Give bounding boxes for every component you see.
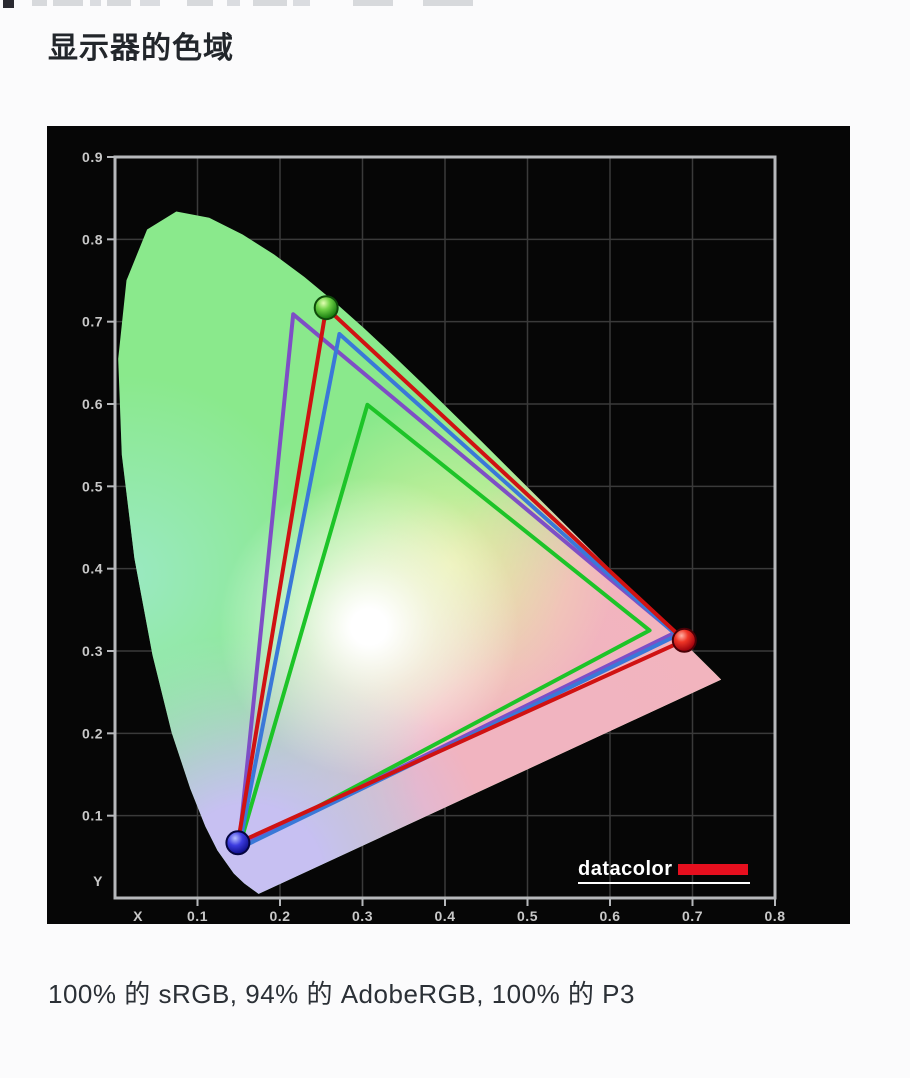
y-tick-label: 0.4: [82, 561, 103, 577]
red-primary-marker: [671, 627, 697, 653]
y-tick-label: 0.3: [82, 643, 103, 659]
x-axis-letter: X: [133, 908, 143, 924]
clipped-text-mark: [53, 0, 83, 6]
x-tick-label: 0.6: [600, 908, 621, 924]
clipped-text-mark: [423, 0, 473, 6]
clipped-text-mark: [107, 0, 131, 6]
datacolor-logo-red-bar: [677, 863, 748, 875]
y-axis-letter: Y: [93, 873, 103, 889]
x-tick-label: 0.4: [435, 908, 456, 924]
plot-border: [113, 155, 777, 900]
clipped-text-mark: [90, 0, 101, 6]
clipped-text-mark: [293, 0, 310, 6]
blue-primary-marker: [225, 830, 251, 856]
cie-diagram-svg: 0.1 0.2 0.3 0.4 0.5 0.6 0.7 0.8 X 0.1 0.2 0.3 0.4 0.5…: [82, 149, 785, 924]
clipped-text-mark: [187, 0, 213, 6]
clipped-text-mark: [3, 0, 14, 8]
gamut-results-caption: 100% 的 sRGB, 94% 的 AdobeRGB, 100% 的 P3: [48, 979, 635, 1009]
gamut-triangle-AdobeRGB: [236, 312, 677, 849]
clipped-text-mark: [227, 0, 240, 6]
x-tick-label: 0.7: [682, 908, 703, 924]
gamut-triangle-monitor-gamut: [235, 305, 687, 845]
primary-markers-layer: [225, 295, 697, 856]
y-tick-label: 0.1: [82, 808, 103, 824]
chromaticity-chart: 0.1 0.2 0.3 0.4 0.5 0.6 0.7 0.8 X 0.1 0.2 0.3 0.4 0.5…: [47, 126, 850, 924]
clipped-text-fragments: [0, 0, 910, 10]
x-tick-label: 0.8: [765, 908, 786, 924]
gamut-triangle-sRGB: [236, 402, 652, 851]
y-tick-label: 0.8: [82, 231, 103, 247]
datacolor-logo: datacolor: [578, 858, 750, 884]
clipped-text-mark: [253, 0, 287, 6]
page-title: 显示器的色域: [48, 32, 234, 65]
clipped-text-mark: [32, 0, 47, 6]
x-tick-label: 0.1: [187, 908, 208, 924]
x-tick-label: 0.3: [352, 908, 373, 924]
y-tick-label: 0.5: [82, 478, 103, 494]
gamut-triangles-layer: [235, 305, 687, 851]
y-tick-label: 0.6: [82, 396, 103, 412]
axis-labels-layer: 0.1 0.2 0.3 0.4 0.5 0.6 0.7 0.8 X 0.1 0.2 0.3 0.4 0.5…: [82, 149, 785, 924]
y-tick-label: 0.7: [82, 314, 103, 330]
x-tick-label: 0.5: [517, 908, 538, 924]
x-tick-label: 0.2: [270, 908, 291, 924]
spectral-locus-fill: [118, 211, 722, 894]
y-tick-label: 0.9: [82, 149, 103, 165]
clipped-text-mark: [140, 0, 160, 6]
clipped-text-mark: [353, 0, 393, 6]
green-primary-marker: [313, 295, 339, 321]
y-tick-label: 0.2: [82, 725, 103, 741]
datacolor-logo-text: datacolor: [578, 858, 673, 880]
